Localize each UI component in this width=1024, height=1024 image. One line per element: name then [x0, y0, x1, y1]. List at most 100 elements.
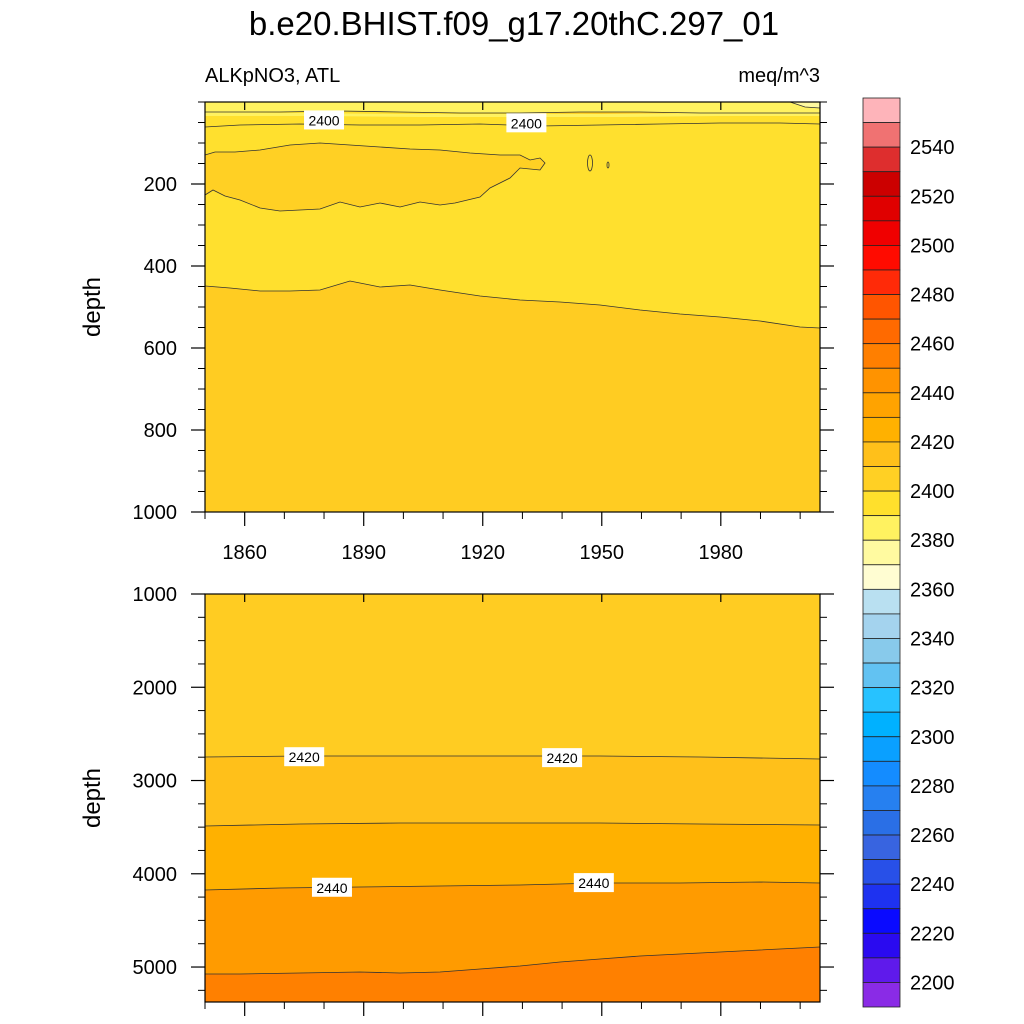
upper-fill-top-right: [790, 102, 820, 108]
x-tick-label-1890: 1890: [341, 542, 386, 564]
lower-y-tick-label-3000: 3000: [133, 771, 178, 793]
upper-y-ticks: 200 400 600 800 1000: [133, 101, 834, 524]
colorbar-box-28: [862, 785, 901, 811]
colorbar-label-2360: 2360: [910, 579, 955, 601]
lower-contour-label-text-0: 2420: [289, 749, 320, 765]
upper-contour-label-text-0: 2400: [308, 112, 339, 128]
colorbar-box-21: [862, 613, 901, 639]
upper-y-tick-label-400: 400: [144, 256, 177, 278]
upper-y-tick-label-200: 200: [144, 174, 177, 196]
lower-fill-band-4: [205, 947, 820, 1002]
colorbar-box-24: [862, 687, 901, 713]
colorbar-box-35: [862, 957, 901, 983]
colorbar-box-13: [862, 416, 901, 443]
colorbar-box-19: [862, 564, 901, 590]
colorbar-box-8: [862, 294, 901, 320]
colorbar-label-2260: 2260: [910, 825, 955, 847]
lower-y-tick-label-5000: 5000: [133, 957, 178, 979]
colorbar-box-9: [862, 318, 901, 345]
colorbar-box-33: [862, 908, 901, 934]
x-tick-label-1860: 1860: [222, 542, 267, 564]
upper-y-tick-label-800: 800: [144, 420, 177, 442]
colorbar-label-2520: 2520: [910, 186, 955, 208]
colorbar-box-26: [862, 736, 901, 762]
colorbar-box-17: [862, 515, 901, 541]
chart-title: b.e20.BHIST.f09_g17.20thC.297_01: [249, 5, 779, 42]
colorbar-box-12: [862, 392, 901, 418]
upper-contour-labels: 2400 2400: [304, 110, 547, 133]
lower-contour-label-1: 2420: [542, 748, 583, 768]
x-tick-label-1920: 1920: [460, 542, 505, 564]
colorbar-box-34: [862, 932, 901, 959]
colorbar-box-30: [862, 834, 901, 860]
units-label: meq/m^3: [738, 65, 820, 87]
colorbar-box-23: [862, 662, 901, 689]
lower-contour-label-2: 2440: [311, 877, 352, 897]
lower-contour-labels: 2420 2420 2440 2440: [284, 747, 614, 897]
lower-y-axis-label: depth: [79, 768, 106, 828]
colorbar-label-2200: 2200: [910, 972, 955, 994]
colorbar-box-36: [862, 982, 901, 1008]
x-tick-label-1980: 1980: [699, 542, 744, 564]
colorbar-box-32: [862, 883, 901, 910]
colorbar-box-2: [862, 146, 901, 173]
colorbar-label-2540: 2540: [910, 137, 955, 159]
colorbar-box-31: [862, 859, 901, 885]
lower-contour-label-text-2: 2440: [316, 880, 347, 896]
colorbar-label-2220: 2220: [910, 923, 955, 945]
colorbar-label-2340: 2340: [910, 628, 955, 650]
colorbar-label-2480: 2480: [910, 285, 955, 307]
colorbar-label-2300: 2300: [910, 727, 955, 749]
colorbar-box-18: [862, 539, 901, 566]
colorbar-box-15: [862, 466, 901, 492]
colorbar-box-4: [862, 195, 901, 222]
upper-contour-fills: [205, 102, 820, 512]
upper-contour-label-text-1: 2400: [511, 115, 542, 131]
upper-x-ticks: 1860 1890 1920 1950 1980: [204, 102, 801, 564]
colorbar-label-2280: 2280: [910, 776, 955, 798]
colorbar-labels: 2540 2520 2500 2480 2460 2440 2420 2400 2380 2360…: [910, 137, 955, 994]
colorbar-box-1: [862, 122, 901, 148]
colorbar-box-29: [862, 810, 901, 836]
colorbar-box-16: [862, 490, 901, 517]
lower-x-ticks: [204, 594, 801, 1016]
colorbar-box-7: [862, 269, 901, 295]
colorbar-box-22: [862, 638, 901, 664]
x-tick-label-1950: 1950: [580, 542, 625, 564]
colorbar-box-10: [862, 343, 901, 369]
lower-contour-fills: [205, 594, 820, 1002]
upper-panel: 2400 2400 1860 1890 1920 1950 1980 200 400 600 8…: [79, 101, 834, 564]
colorbar-label-2400: 2400: [910, 481, 955, 503]
upper-fill-lens: [205, 143, 545, 211]
colorbar-box-6: [862, 245, 901, 271]
upper-y-tick-label-1000: 1000: [133, 502, 178, 524]
colorbar-box-0: [862, 97, 901, 123]
colorbar: 2540 2520 2500 2480 2460 2440 2420 2400 2380 2360…: [862, 97, 955, 1008]
lower-plot-frame: [204, 593, 821, 1003]
lower-contour-label-0: 2420: [284, 747, 325, 767]
upper-contour-label-0: 2400: [304, 110, 345, 130]
colorbar-label-2440: 2440: [910, 383, 955, 405]
lower-panel: 2420 2420 2440 2440 1000 2000 3000 4000 5000 de…: [79, 584, 834, 1016]
lower-contour-label-text-3: 2440: [578, 875, 609, 891]
lower-y-tick-label-4000: 4000: [133, 864, 178, 886]
upper-fill-surface: [205, 102, 820, 113]
colorbar-box-11: [862, 367, 901, 394]
colorbar-label-2240: 2240: [910, 874, 955, 896]
lower-y-tick-label-2000: 2000: [133, 677, 178, 699]
colorbar-label-2420: 2420: [910, 432, 955, 454]
colorbar-box-25: [862, 711, 901, 738]
lower-contour-label-text-1: 2420: [547, 750, 578, 766]
upper-contour-label-1: 2400: [506, 113, 547, 133]
colorbar-label-2500: 2500: [910, 235, 955, 257]
variable-label: ALKpNO3, ATL: [205, 65, 340, 87]
colorbar-boxes: [862, 97, 901, 1008]
upper-y-axis-label: depth: [79, 277, 106, 337]
colorbar-box-3: [862, 171, 901, 197]
colorbar-box-27: [862, 760, 901, 787]
lower-y-tick-label-1000: 1000: [133, 584, 178, 606]
upper-y-tick-label-600: 600: [144, 338, 177, 360]
lower-contour-label-3: 2440: [573, 873, 614, 893]
colorbar-label-2320: 2320: [910, 678, 955, 700]
colorbar-label-2380: 2380: [910, 530, 955, 552]
